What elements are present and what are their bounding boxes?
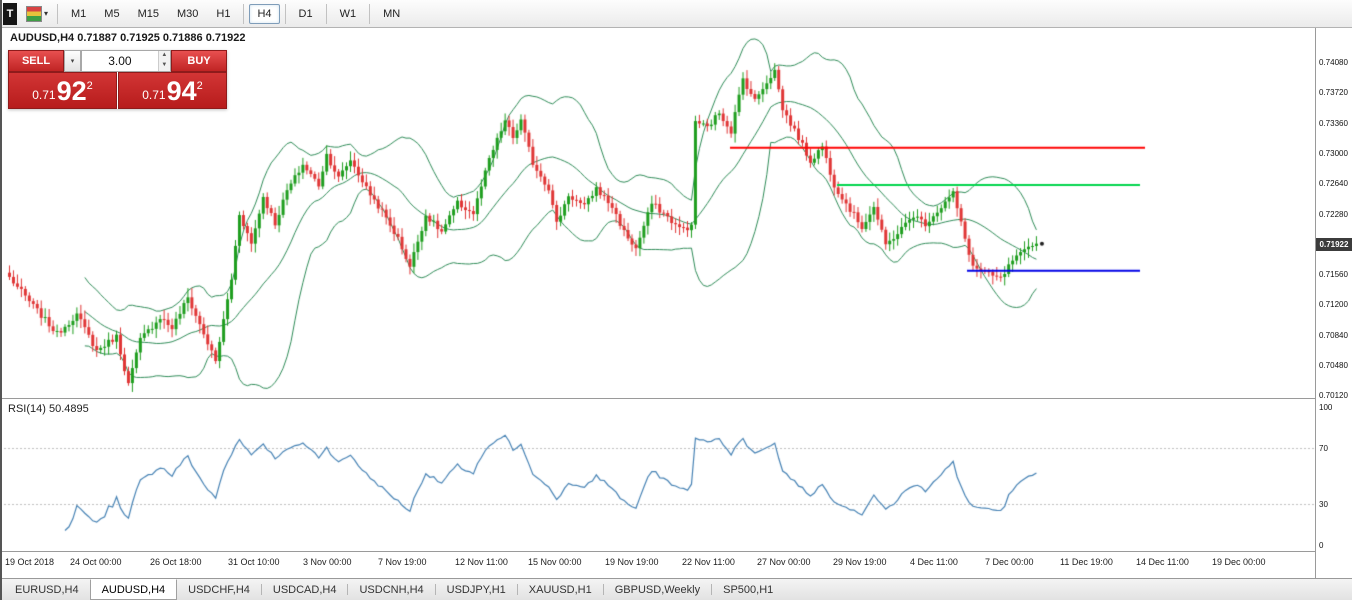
buy-price-box[interactable]: 0.71 94 2 bbox=[118, 72, 227, 109]
chart-tab-usdcnh-h4[interactable]: USDCNH,H4 bbox=[359, 583, 424, 596]
rsi-indicator-canvas[interactable] bbox=[0, 399, 1316, 551]
chevron-down-icon: ▾ bbox=[44, 9, 49, 18]
rsi-axis-tick: 0 bbox=[1319, 541, 1324, 550]
chart-tab-gbpusd-weekly[interactable]: GBPUSD,Weekly bbox=[614, 583, 701, 596]
buy-price-big: 94 bbox=[166, 76, 197, 106]
chart-tab-xauusd-h1[interactable]: XAUUSD,H1 bbox=[528, 583, 592, 596]
volume-down-button[interactable]: ▼ bbox=[158, 61, 170, 71]
rsi-axis-tick: 30 bbox=[1319, 499, 1328, 509]
timeframe-button-m30[interactable]: M30 bbox=[176, 7, 199, 20]
price-axis-tick: 0.74080 bbox=[1319, 58, 1348, 67]
volume-input[interactable] bbox=[82, 51, 158, 71]
time-axis-label: 7 Dec 00:00 bbox=[985, 557, 1034, 567]
sell-price-prefix: 0.71 bbox=[32, 88, 56, 102]
time-axis-label: 22 Nov 11:00 bbox=[682, 557, 735, 567]
top-toolbar: T ▾ M1 M5 M15 M30 H1 H4 D1 W1 MN bbox=[0, 0, 1352, 28]
chart-tab-audusd-h4[interactable]: AUDUSD,H4 bbox=[89, 579, 178, 600]
toolbar-divider bbox=[57, 3, 59, 24]
time-axis-label: 15 Nov 00:00 bbox=[528, 557, 582, 567]
price-axis-tick: 0.71560 bbox=[1319, 270, 1348, 280]
timeframe-button-m1[interactable]: M1 bbox=[71, 7, 87, 20]
sell-price-sup: 2 bbox=[86, 80, 93, 92]
chart-symbol-period: AUDUSD,H4 bbox=[10, 32, 75, 44]
volume-stepper: ▲ ▼ bbox=[157, 51, 170, 71]
time-axis-label: 31 Oct 10:00 bbox=[228, 557, 280, 567]
time-axis-label: 3 Nov 00:00 bbox=[303, 557, 352, 567]
toolbar-divider bbox=[284, 3, 286, 24]
timeframe-button-d1[interactable]: D1 bbox=[298, 7, 313, 20]
timeframe-button-m5[interactable]: M5 bbox=[104, 7, 120, 20]
time-axis-label: 19 Nov 19:00 bbox=[605, 557, 659, 567]
time-axis-label: 19 Dec 00:00 bbox=[1212, 557, 1266, 567]
price-axis-tick: 0.73360 bbox=[1319, 118, 1348, 128]
time-axis-label: 11 Dec 19:00 bbox=[1060, 557, 1113, 567]
timeframe-button-h1[interactable]: H1 bbox=[216, 7, 231, 20]
sell-button[interactable]: SELL bbox=[8, 50, 64, 72]
price-axis-tick: 0.73000 bbox=[1319, 148, 1348, 158]
toolbar-divider bbox=[369, 3, 371, 24]
tab-divider bbox=[260, 584, 262, 595]
time-axis-label: 29 Nov 19:00 bbox=[833, 557, 887, 567]
chart-tools-button[interactable]: ▾ bbox=[21, 3, 53, 25]
rsi-axis-tick: 100 bbox=[1319, 403, 1333, 412]
window-left-border bbox=[0, 0, 2, 600]
chart-tab-sp500-h1[interactable]: SP500,H1 bbox=[723, 583, 774, 596]
price-axis-tick: 0.73720 bbox=[1319, 88, 1348, 98]
time-axis-label: 19 Oct 2018 bbox=[5, 557, 55, 567]
chart-window: AUDUSD,H4 0.71887 0.71925 0.71886 0.7192… bbox=[0, 28, 1352, 578]
toolbar-divider bbox=[325, 3, 327, 24]
timeframe-button-m15[interactable]: M15 bbox=[137, 7, 159, 20]
time-axis-label: 12 Nov 11:00 bbox=[455, 557, 508, 567]
chart-tab-usdjpy-h1[interactable]: USDJPY,H1 bbox=[446, 583, 506, 596]
chart-ohlc-header: AUDUSD,H4 0.71887 0.71925 0.71886 0.7192… bbox=[10, 32, 245, 44]
timeframe-toolbar: M1 M5 M15 M30 H1 H4 D1 W1 MN bbox=[62, 0, 409, 28]
one-click-trading-panel: SELL ▾ ▲ ▼ BUY 0.71 92 2 0.71 94 bbox=[8, 50, 227, 109]
chart-tab-usdcad-h4[interactable]: USDCAD,H4 bbox=[272, 583, 337, 596]
volume-dropdown-button[interactable]: ▾ bbox=[64, 50, 81, 72]
tab-divider bbox=[434, 584, 436, 595]
timeframe-button-mn[interactable]: MN bbox=[383, 7, 401, 20]
timeframe-button-w1[interactable]: W1 bbox=[339, 7, 357, 20]
price-axis-tick: 0.70480 bbox=[1319, 361, 1348, 370]
tab-divider bbox=[711, 584, 713, 595]
time-axis-label: 7 Nov 19:00 bbox=[378, 557, 427, 567]
volume-up-button[interactable]: ▲ bbox=[158, 51, 170, 61]
chevron-down-icon: ▾ bbox=[70, 58, 75, 65]
chart-ohlc-values: 0.71887 0.71925 0.71886 0.71922 bbox=[77, 32, 246, 44]
volume-field: ▲ ▼ bbox=[81, 50, 171, 72]
time-axis-label: 27 Nov 00:00 bbox=[757, 557, 811, 567]
sell-price-box[interactable]: 0.71 92 2 bbox=[8, 72, 117, 109]
price-axis-tick: 0.70840 bbox=[1319, 330, 1348, 340]
rsi-indicator-label: RSI(14) 50.4895 bbox=[8, 403, 89, 415]
price-axis-tick: 0.70120 bbox=[1319, 391, 1348, 401]
time-axis-label: 26 Oct 18:00 bbox=[150, 557, 202, 567]
current-price-badge: 0.71922 bbox=[1316, 238, 1352, 251]
tab-divider bbox=[516, 584, 518, 595]
buy-price-sup: 2 bbox=[196, 80, 203, 92]
sell-price-big: 92 bbox=[56, 76, 87, 106]
chart-tab-usdchf-h4[interactable]: USDCHF,H4 bbox=[188, 583, 250, 596]
time-axis-label: 24 Oct 00:00 bbox=[70, 557, 122, 567]
time-axis-label: 14 Dec 11:00 bbox=[1136, 557, 1189, 567]
chart-tab-eurusd-h4[interactable]: EURUSD,H4 bbox=[15, 583, 79, 596]
tab-divider bbox=[347, 584, 349, 595]
tab-divider bbox=[602, 584, 604, 595]
palette-icon bbox=[26, 5, 42, 22]
price-axis-tick: 0.72280 bbox=[1319, 209, 1348, 219]
toolbar-divider bbox=[243, 3, 245, 24]
rsi-axis-tick: 70 bbox=[1319, 444, 1328, 454]
pane-separator[interactable] bbox=[0, 398, 1352, 399]
timeframe-button-h4[interactable]: H4 bbox=[249, 3, 280, 24]
buy-price-prefix: 0.71 bbox=[142, 88, 166, 102]
price-axis[interactable]: 0.71922 0.74080 0.73720 0.73360 0.73000 0.72… bbox=[1315, 28, 1352, 578]
time-axis-label: 4 Dec 11:00 bbox=[910, 557, 958, 567]
buy-button[interactable]: BUY bbox=[171, 50, 227, 72]
window-icon: T bbox=[3, 2, 17, 25]
symbol-tab-bar: EURUSD,H4 AUDUSD,H4 USDCHF,H4 USDCAD,H4 USDC… bbox=[0, 578, 1352, 600]
price-axis-tick: 0.72640 bbox=[1319, 179, 1348, 189]
price-axis-tick: 0.71200 bbox=[1319, 300, 1348, 310]
time-axis[interactable]: 19 Oct 2018 24 Oct 00:00 26 Oct 18:00 31 Oc… bbox=[0, 552, 1316, 578]
pane-separator[interactable] bbox=[0, 551, 1352, 552]
